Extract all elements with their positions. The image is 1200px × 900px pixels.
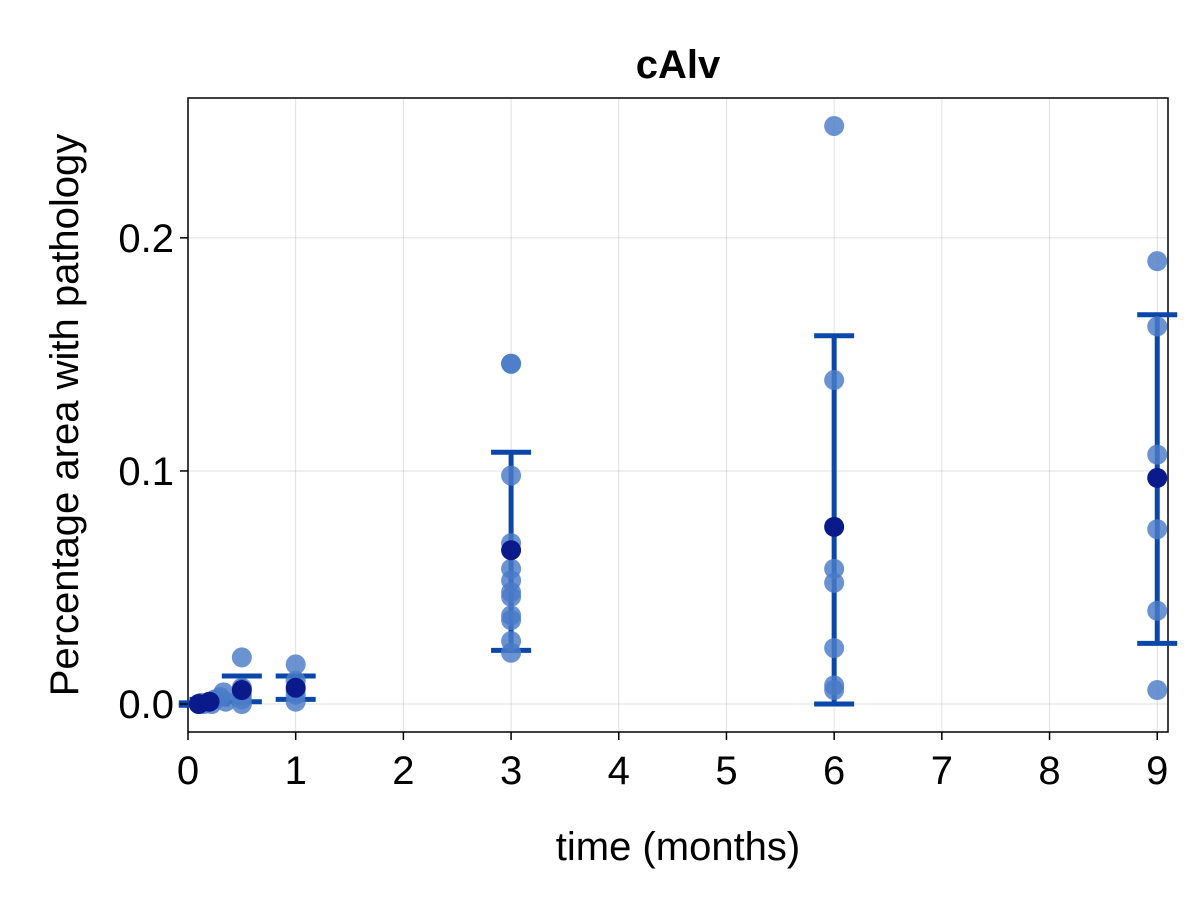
y-tick-label: 0.2 <box>118 217 174 261</box>
x-tick-label: 1 <box>285 749 307 793</box>
data-point <box>1147 600 1168 621</box>
data-points <box>188 115 1168 715</box>
y-axis-ticks: 0.0 0.1 0.2 <box>118 217 188 727</box>
data-point <box>501 586 522 607</box>
mean-points <box>188 467 1168 715</box>
x-tick-label: 3 <box>500 749 522 793</box>
y-axis-label: Percentage area with pathology <box>43 134 87 697</box>
x-tick-label: 8 <box>1038 749 1060 793</box>
data-point <box>824 638 845 659</box>
data-point <box>231 647 252 668</box>
data-point <box>1147 444 1168 465</box>
data-point <box>501 642 522 663</box>
mean-point <box>824 516 845 537</box>
error-bars <box>178 312 1178 708</box>
data-point <box>501 465 522 486</box>
x-axis-label: time (months) <box>556 825 801 869</box>
y-tick-label: 0.1 <box>118 450 174 494</box>
data-point <box>501 610 522 631</box>
data-point <box>1147 316 1168 337</box>
data-point <box>501 353 522 374</box>
mean-point <box>285 677 306 698</box>
data-point <box>824 680 845 701</box>
data-point <box>215 691 236 712</box>
data-point <box>824 370 845 391</box>
x-tick-label: 0 <box>177 749 199 793</box>
data-point <box>231 694 252 715</box>
mean-point <box>501 540 522 561</box>
data-point <box>1147 251 1168 272</box>
x-tick-label: 9 <box>1146 749 1168 793</box>
mean-point <box>199 691 220 712</box>
x-axis-ticks: 0 1 2 3 4 5 6 7 8 9 <box>177 732 1168 793</box>
data-point <box>285 691 306 712</box>
mean-point <box>1147 467 1168 488</box>
data-point <box>1147 519 1168 540</box>
chart-title: cAlv <box>636 43 721 87</box>
x-tick-label: 7 <box>931 749 953 793</box>
data-point <box>824 572 845 593</box>
grid-lines <box>187 98 1168 732</box>
x-tick-label: 5 <box>715 749 737 793</box>
data-point <box>824 115 845 136</box>
data-point <box>285 654 306 675</box>
y-tick-label: 0.0 <box>118 683 174 727</box>
x-tick-label: 2 <box>392 749 414 793</box>
x-tick-label: 6 <box>823 749 845 793</box>
data-point <box>824 558 845 579</box>
mean-point <box>231 680 252 701</box>
x-tick-label: 4 <box>608 749 630 793</box>
data-point <box>1147 680 1168 701</box>
plot-frame <box>187 97 1169 733</box>
